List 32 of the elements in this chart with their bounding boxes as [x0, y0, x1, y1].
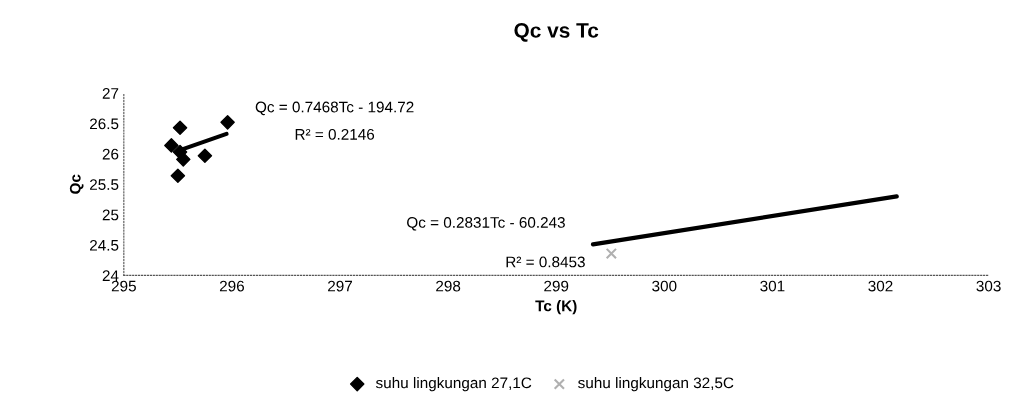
x-tick-label: 303 [976, 280, 1001, 292]
y-tick-label: 25 [102, 209, 119, 221]
y-tick-label: 24 [102, 270, 119, 281]
legend-label: suhu lingkungan 27,1C [375, 377, 532, 392]
x-tick-label: 296 [219, 280, 244, 292]
point [176, 152, 191, 167]
x-tick-label: 295 [111, 280, 136, 292]
x-tick-label: 298 [436, 280, 461, 292]
annotation: R² = 0.8453 [506, 256, 585, 268]
annotation: Qc = 0.7468Tc - 194.72 [255, 101, 414, 116]
point [197, 148, 213, 164]
point [172, 120, 188, 136]
x-tick-label: 299 [544, 280, 569, 292]
annotation: Qc = 0.2831Tc - 60.243 [407, 217, 565, 231]
x-axis-title: Tc (K) [535, 300, 577, 315]
point [164, 138, 179, 153]
point [220, 115, 235, 130]
x-tick-label: 302 [868, 280, 893, 292]
y-tick-label: 24.5 [90, 239, 119, 251]
y-tick-label: 26 [102, 148, 119, 160]
y-tick-label: 25.5 [90, 179, 119, 190]
x-tick-label: 300 [652, 280, 677, 292]
y-tick-label: 26.5 [90, 118, 119, 130]
y-axis-title: Qc [69, 174, 84, 194]
y-tick-label: 27 [102, 88, 119, 99]
x-tick-label: 297 [328, 280, 352, 292]
chart-title: Qc vs Tc [514, 23, 599, 42]
point [170, 168, 186, 184]
legend-label: suhu lingkungan 32,5C [578, 377, 734, 392]
annotation: R² = 0.2146 [295, 128, 375, 140]
point [605, 247, 618, 260]
x-tick-label: 301 [760, 280, 785, 292]
